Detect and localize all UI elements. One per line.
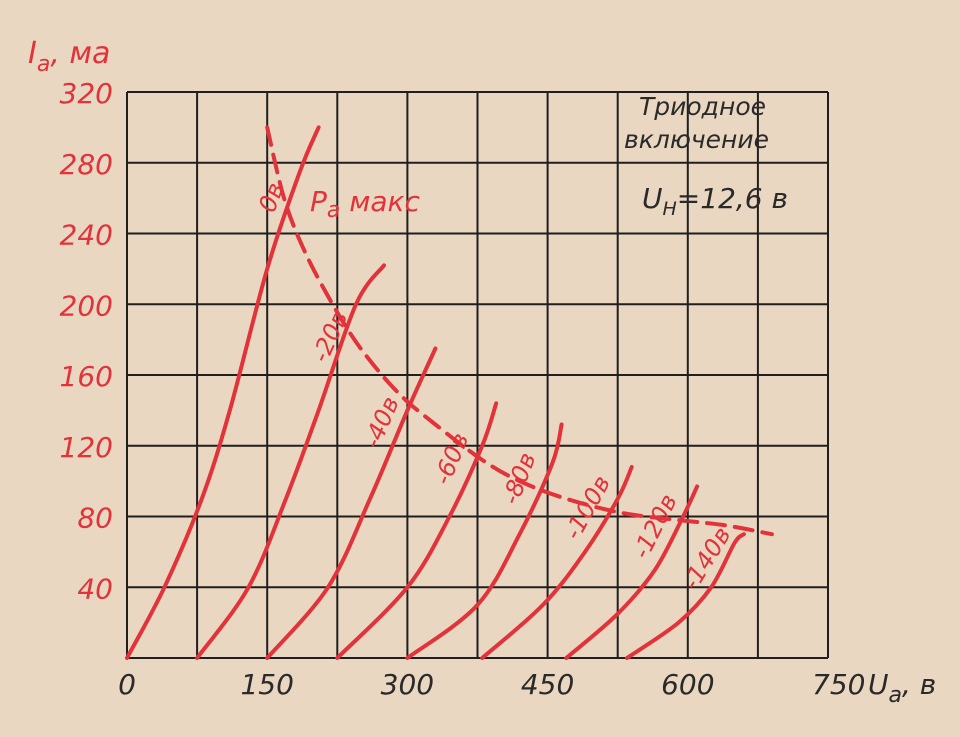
series-line-2	[265, 346, 438, 660]
annotation-title-line2: включение	[624, 125, 769, 154]
curves	[125, 125, 774, 660]
pmax-label: Pа макс	[310, 185, 420, 223]
y-tick-label: 160	[60, 360, 113, 393]
y-tick-label: 320	[60, 77, 113, 110]
series-line-7	[625, 532, 746, 660]
series-line-1	[195, 263, 386, 660]
series-line-5	[480, 465, 634, 660]
heater-voltage-label: UН=12,6 в	[642, 182, 788, 220]
x-tick-label: 600	[661, 668, 714, 701]
x-tick-label: 150	[240, 668, 293, 701]
series-line-6	[564, 484, 700, 660]
x-axis-label: Ua, в	[868, 668, 936, 708]
y-tick-label: 200	[60, 289, 113, 322]
x-tick-label: 0	[118, 668, 136, 701]
series-line-3	[335, 401, 499, 660]
series-line-4	[405, 422, 564, 660]
y-tick-label: 120	[60, 431, 113, 464]
grid	[126, 91, 829, 659]
y-tick-label: 40	[77, 572, 113, 605]
series-line-0	[125, 125, 321, 660]
x-last-tick-label: 750	[812, 668, 865, 701]
pmax-dashed-line	[265, 125, 774, 537]
annotation-title-line1: Триодное	[639, 92, 766, 121]
x-tick-label: 450	[521, 668, 574, 701]
y-axis-label: Ia, ма	[28, 36, 110, 77]
x-tick-label: 300	[381, 668, 434, 701]
y-tick-label: 280	[60, 148, 113, 181]
y-tick-label: 80	[77, 502, 113, 535]
y-tick-label: 240	[60, 219, 113, 252]
